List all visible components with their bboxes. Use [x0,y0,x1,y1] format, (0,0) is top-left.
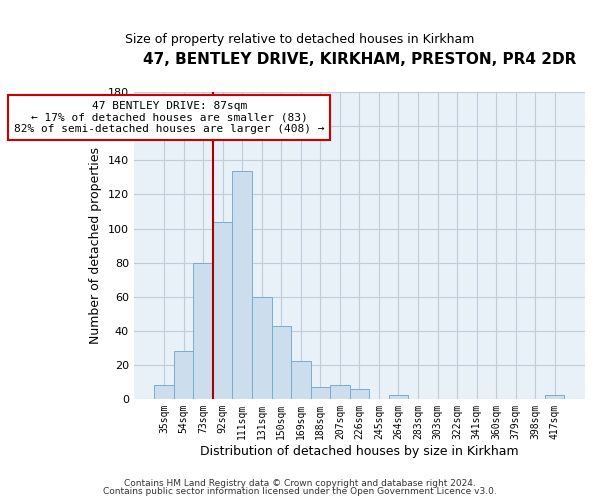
Bar [389,396,408,399]
Text: Contains HM Land Registry data © Crown copyright and database right 2024.: Contains HM Land Registry data © Crown c… [124,478,476,488]
Text: 47 BENTLEY DRIVE: 87sqm
← 17% of detached houses are smaller (83)
82% of semi-de: 47 BENTLEY DRIVE: 87sqm ← 17% of detache… [14,101,325,134]
Text: Contains public sector information licensed under the Open Government Licence v3: Contains public sector information licen… [103,487,497,496]
Bar [213,222,232,399]
Bar [291,362,311,399]
Text: Size of property relative to detached houses in Kirkham: Size of property relative to detached ho… [125,32,475,46]
Y-axis label: Number of detached properties: Number of detached properties [89,147,102,344]
Bar [174,351,193,399]
Bar [545,396,565,399]
Bar [193,262,213,399]
Bar [154,385,174,399]
Bar [252,296,272,399]
X-axis label: Distribution of detached houses by size in Kirkham: Distribution of detached houses by size … [200,444,519,458]
Bar [350,388,369,399]
Bar [232,170,252,399]
Bar [272,326,291,399]
Bar [311,387,330,399]
Title: 47, BENTLEY DRIVE, KIRKHAM, PRESTON, PR4 2DR: 47, BENTLEY DRIVE, KIRKHAM, PRESTON, PR4… [143,52,576,68]
Bar [330,385,350,399]
